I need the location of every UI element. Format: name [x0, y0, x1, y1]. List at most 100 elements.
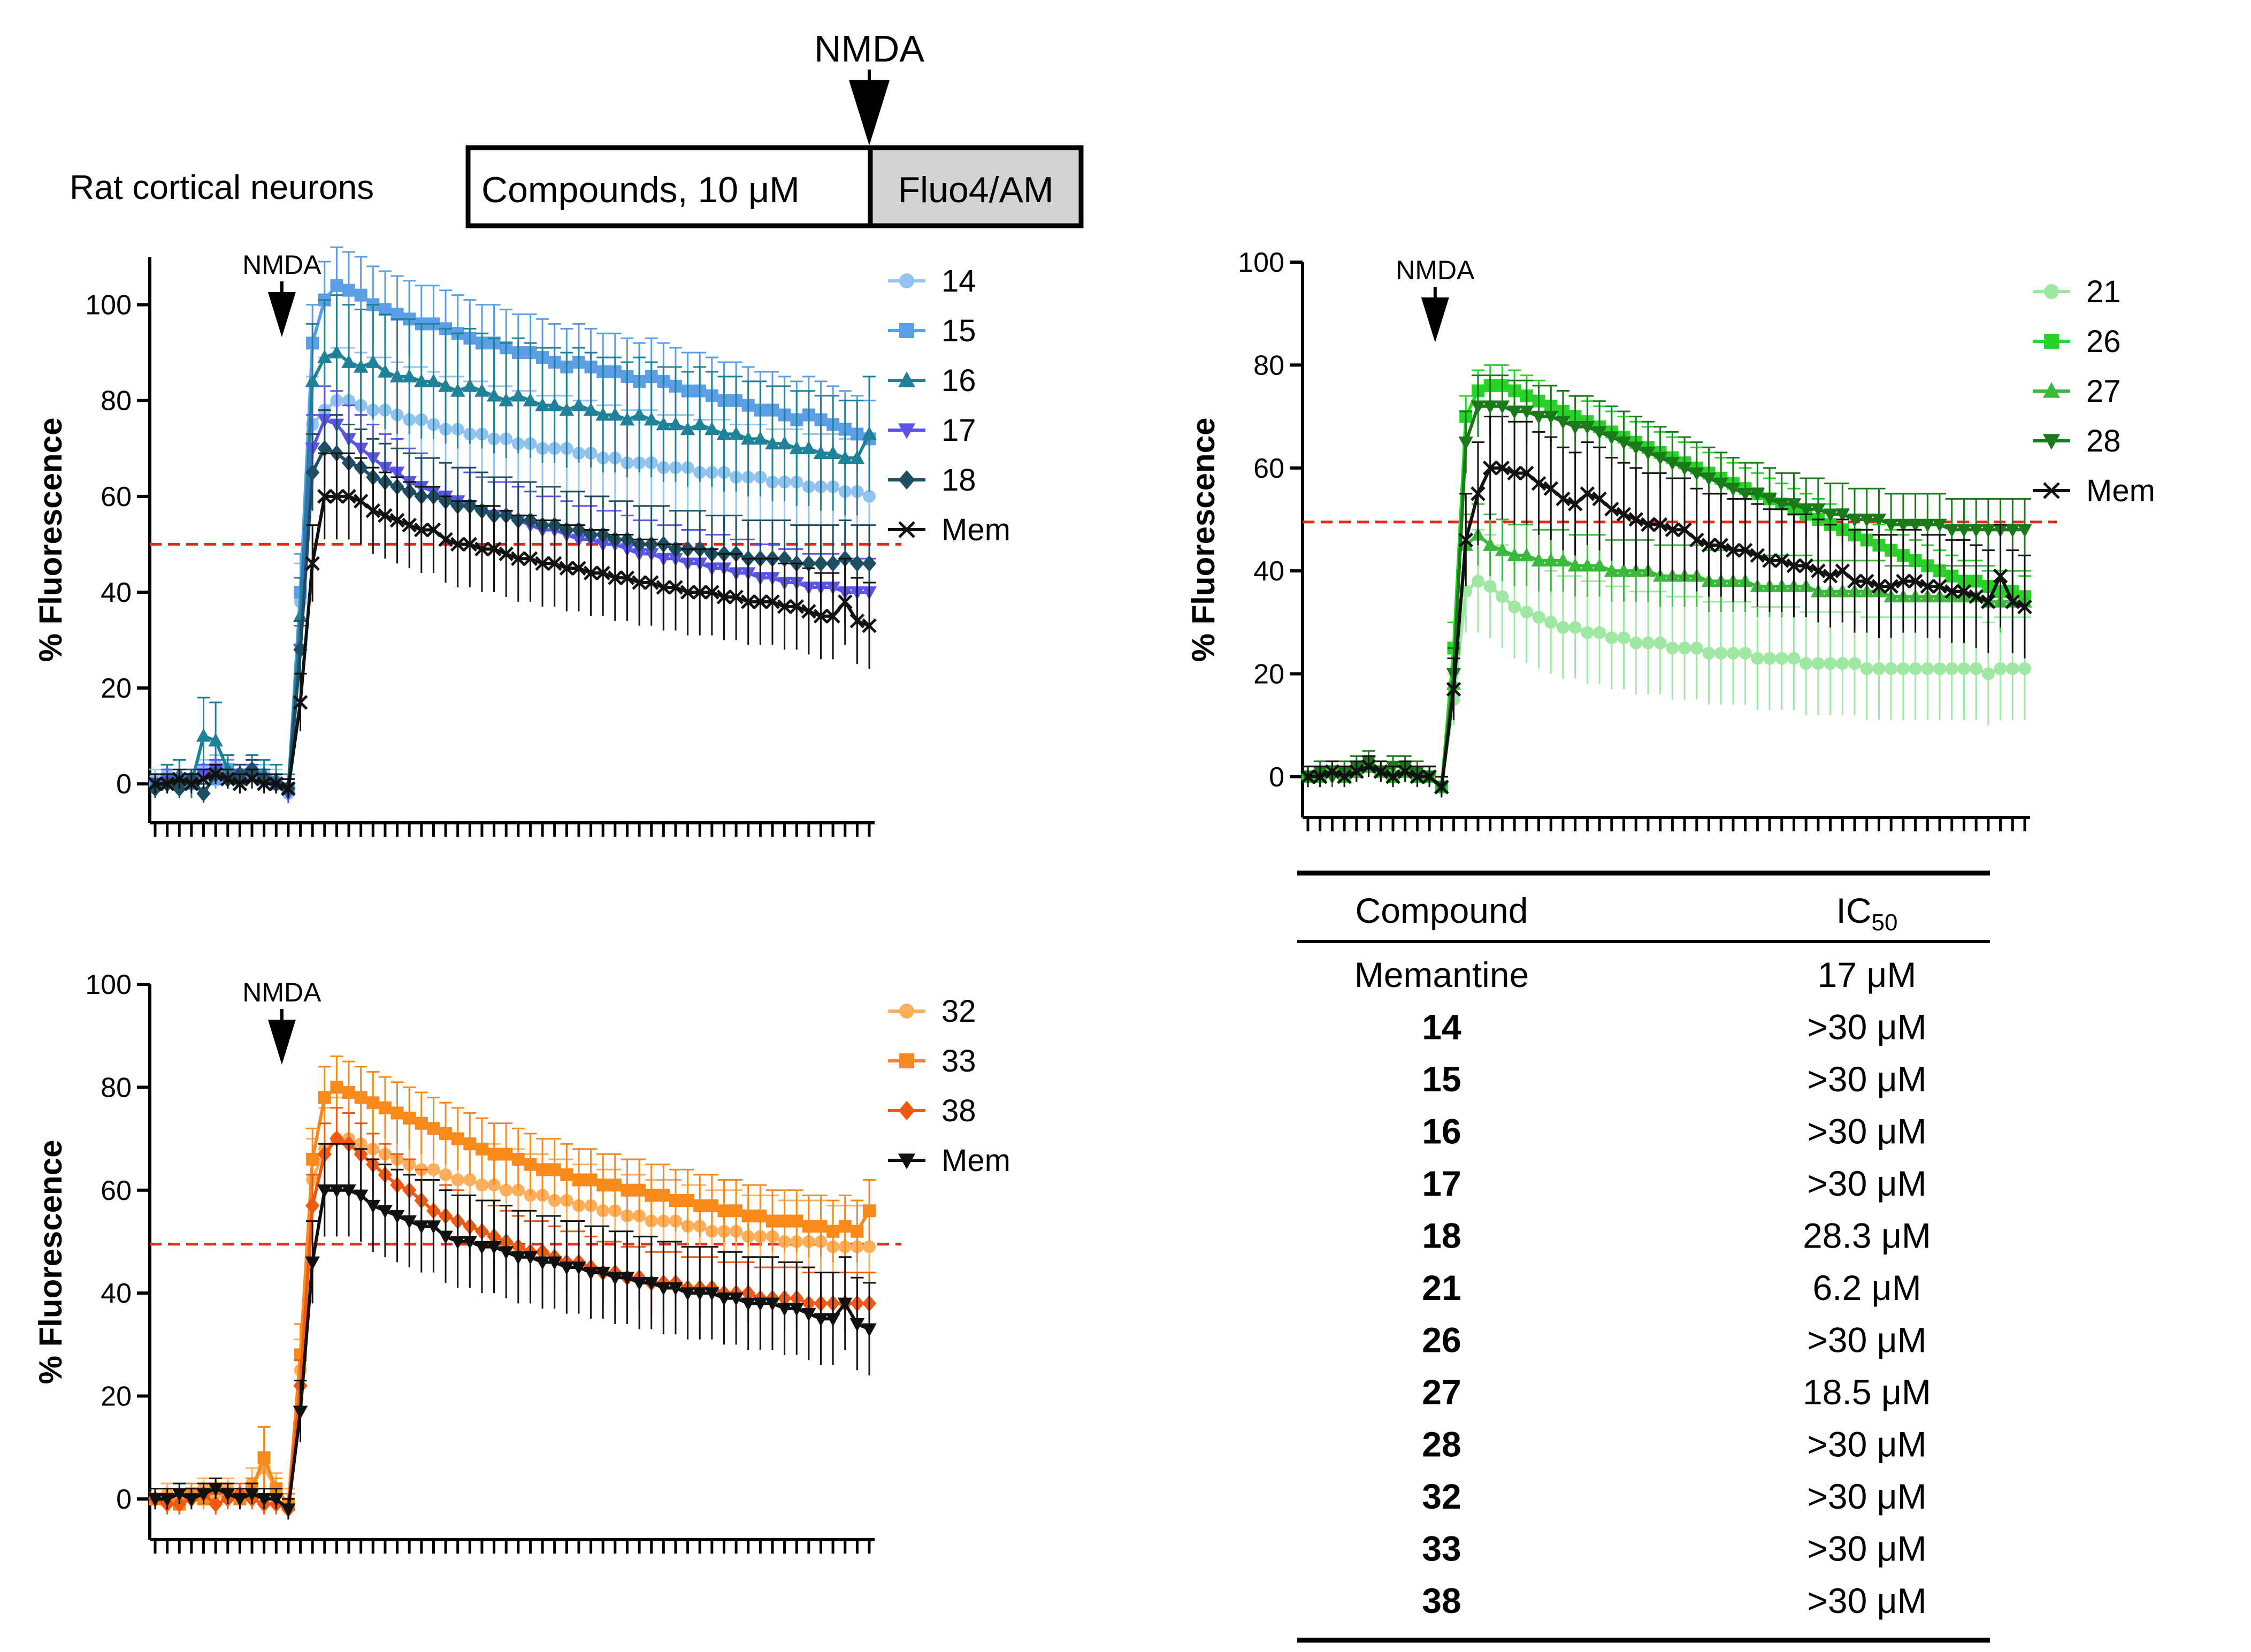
- data-point: [1458, 436, 1474, 450]
- compound-cell: 28: [1422, 1425, 1461, 1464]
- y-axis-title: % Fluorescence: [33, 1140, 68, 1385]
- ic50-cell: >30 μM: [1807, 1477, 1926, 1516]
- marker-stroke: [1495, 460, 1510, 476]
- marker-stroke: [1616, 507, 1632, 522]
- data-point: [1519, 547, 1534, 562]
- data-point: [1800, 657, 1813, 670]
- data-point: [389, 513, 405, 528]
- data-point: [825, 445, 840, 460]
- data-point: [669, 1194, 682, 1207]
- data-point: [825, 608, 840, 624]
- legend-label: Mem: [941, 1143, 1010, 1178]
- data-point: [184, 776, 199, 791]
- data-point: [1373, 764, 1389, 779]
- data-point: [595, 565, 610, 580]
- data-point: [729, 426, 744, 440]
- marker-stroke: [1422, 769, 1437, 784]
- series-Mem: [148, 452, 877, 799]
- ic50-subscript: 50: [1872, 909, 1898, 936]
- data-point: [1970, 662, 1983, 675]
- marker-stroke: [1580, 486, 1595, 501]
- nmda-annotation: NMDA: [242, 977, 321, 1007]
- data-point: [705, 585, 719, 600]
- data-point: [1969, 524, 1984, 538]
- marker-stroke: [1944, 584, 1959, 599]
- marker-stroke: [353, 494, 369, 509]
- data-point: [353, 494, 369, 509]
- marker-stroke: [486, 541, 502, 557]
- data-point: [1617, 631, 1630, 645]
- data-point: [1531, 553, 1546, 567]
- data-point: [1677, 522, 1692, 537]
- data-point: [1628, 441, 1644, 455]
- data-point: [790, 1214, 803, 1228]
- data-point: [1726, 647, 1740, 660]
- marker-stroke: [1859, 573, 1874, 589]
- data-point: [862, 555, 877, 572]
- legend-marker: [898, 470, 915, 490]
- table-row: 38 >30 μM: [1422, 1581, 1926, 1620]
- compound-cell: 16: [1422, 1112, 1461, 1151]
- data-point: [765, 594, 780, 609]
- marker-stroke: [232, 776, 248, 791]
- data-point: [256, 776, 272, 791]
- data-point: [777, 1303, 792, 1317]
- nmda-annotation: NMDA: [242, 250, 321, 280]
- data-point: [644, 412, 659, 426]
- data-point: [536, 1163, 549, 1176]
- data-point: [1751, 652, 1764, 665]
- legend-entry: 14: [888, 264, 976, 299]
- fluo4-box: [868, 145, 1084, 228]
- data-point: [366, 1096, 380, 1110]
- data-point: [1652, 452, 1668, 465]
- data-point: [523, 1251, 538, 1265]
- marker-stroke: [1349, 764, 1364, 779]
- data-point: [1616, 507, 1632, 522]
- data-point: [716, 1292, 732, 1306]
- data-point: [1652, 517, 1668, 532]
- data-point: [1482, 460, 1498, 476]
- marker-stroke: [1385, 769, 1400, 784]
- table-row: 28 >30 μM: [1422, 1425, 1926, 1464]
- data-point: [403, 1112, 416, 1125]
- marker-stroke: [1324, 764, 1340, 779]
- data-point: [1482, 400, 1498, 414]
- data-point: [1495, 542, 1510, 556]
- nmda-arrow-icon: [849, 80, 890, 146]
- data-point: [342, 284, 356, 297]
- data-point: [232, 776, 248, 791]
- data-point: [1798, 558, 1813, 573]
- data-point: [1593, 626, 1606, 639]
- legend-entry: Mem: [2033, 473, 2155, 508]
- marker-stroke: [1847, 573, 1862, 589]
- data-point: [378, 1101, 392, 1114]
- marker-stroke: [692, 585, 707, 600]
- data-point: [1665, 522, 1680, 537]
- data-point: [632, 1277, 647, 1291]
- data-point: [668, 580, 683, 595]
- legend-label: Mem: [2086, 473, 2155, 508]
- data-point: [535, 556, 550, 571]
- data-point: [1798, 503, 1813, 517]
- data-point: [1921, 662, 1934, 675]
- marker-stroke: [402, 517, 417, 533]
- marker-stroke: [1713, 538, 1728, 553]
- marker-stroke: [1641, 517, 1656, 532]
- data-point: [657, 1189, 670, 1202]
- data-point: [1956, 524, 1972, 538]
- data-point: [1508, 600, 1521, 614]
- data-point: [1641, 517, 1656, 532]
- fluo4-label: Fluo4/AM: [898, 170, 1054, 210]
- marker-stroke: [547, 556, 562, 571]
- marker-stroke: [1726, 542, 1741, 558]
- data-point: [1981, 524, 1996, 538]
- marker-stroke: [1701, 538, 1717, 553]
- data-point: [801, 604, 816, 619]
- data-point: [330, 1081, 343, 1094]
- data-point: [389, 1210, 405, 1224]
- data-point: [353, 359, 369, 373]
- data-point: [863, 1240, 876, 1253]
- marker-stroke: [1434, 779, 1449, 794]
- data-point: [378, 508, 393, 523]
- data-point: [402, 517, 417, 533]
